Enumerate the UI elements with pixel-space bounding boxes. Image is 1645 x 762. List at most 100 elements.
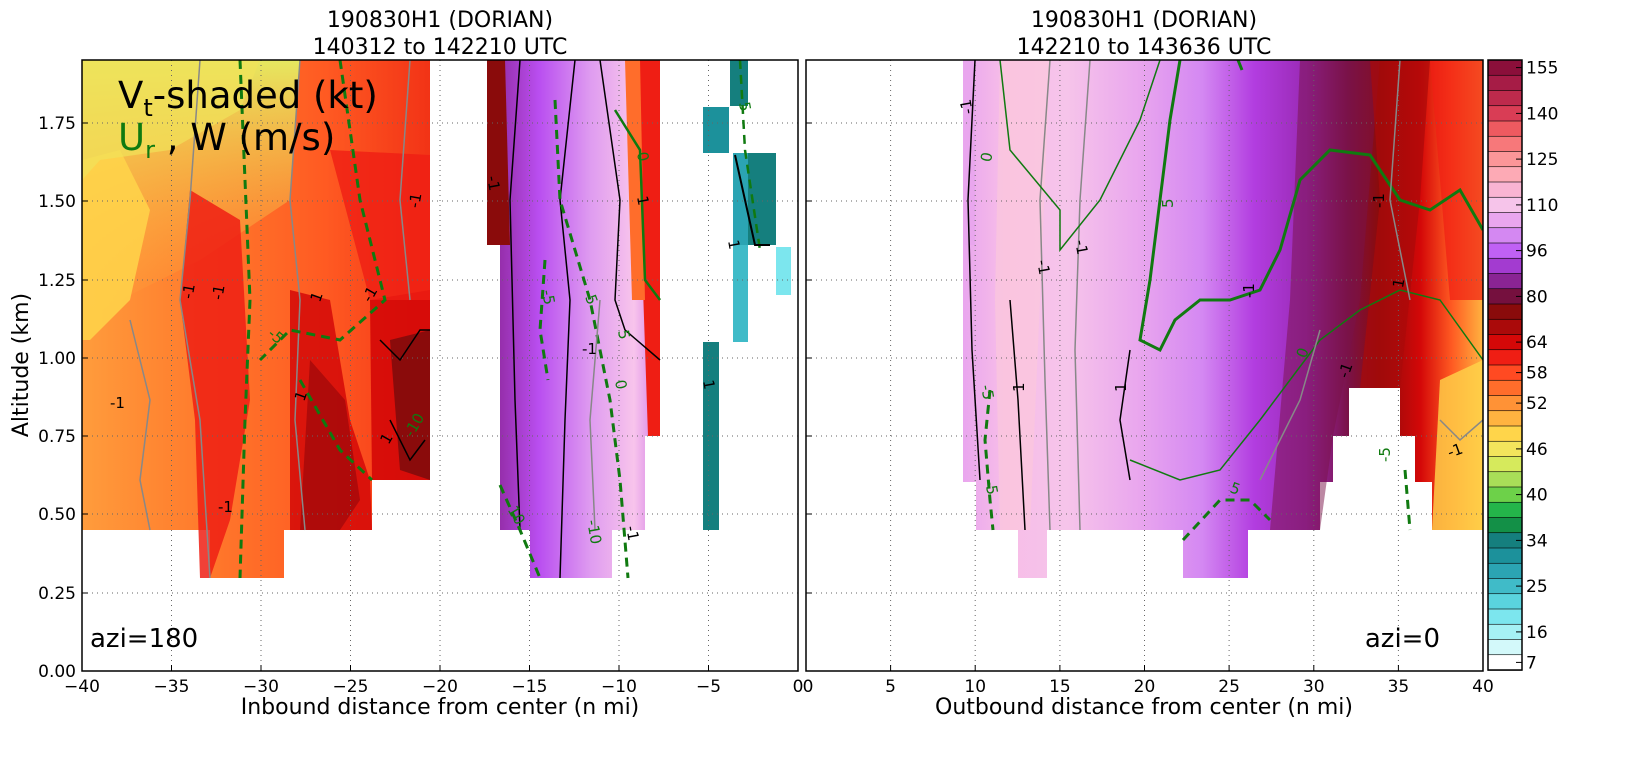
- left-azi-annotation: azi=180: [90, 624, 198, 654]
- colorbar: 155 140 125 110 96 80 64 58 52 46 40 34 25 16 7: [1487, 59, 1558, 673]
- colorbar-swatch: [1487, 456, 1523, 473]
- colorbar-swatch: [1487, 517, 1523, 534]
- colorbar-label: 25: [1526, 577, 1548, 597]
- svg-text:Vt-shaded (kt): Vt-shaded (kt): [118, 74, 378, 122]
- colorbar-swatch: [1487, 318, 1523, 336]
- xtick-label: 25: [1218, 677, 1240, 697]
- contour-label: 0: [977, 151, 996, 164]
- ytick-label: 0.50: [38, 505, 76, 525]
- colorbar-swatch: [1487, 135, 1523, 153]
- contour-label: 5: [1159, 198, 1177, 208]
- right-shading: [963, 60, 1483, 578]
- colorbar-swatch: [1487, 593, 1523, 610]
- y-axis-label: Altitude (km): [9, 293, 34, 437]
- colorbar-swatch: [1487, 410, 1523, 427]
- colorbar-swatch: [1487, 90, 1523, 107]
- colorbar-label: 58: [1526, 364, 1548, 384]
- xtick-label: 10: [964, 677, 986, 697]
- xtick-label: −25: [333, 677, 369, 697]
- contour-label: -1: [218, 498, 233, 516]
- contour-label: -1: [957, 98, 977, 116]
- contour-label: -1: [110, 394, 125, 412]
- colorbar-label: 7: [1526, 653, 1537, 673]
- contour-label: -1: [178, 282, 198, 300]
- left-title-line1: 190830H1 (DORIAN): [327, 8, 553, 33]
- colorbar-labels: 155 140 125 110 96 80 64 58 52 46 40 34 25 16 7: [1516, 59, 1558, 673]
- colorbar-swatch: [1487, 74, 1523, 92]
- colorbar-swatch: [1487, 303, 1523, 320]
- colorbar-swatch: [1487, 120, 1523, 137]
- contour-label: 1: [633, 194, 652, 207]
- xtick-label: 30: [1303, 677, 1325, 697]
- legend-vt-main: V: [118, 74, 143, 117]
- colorbar-swatch: [1487, 227, 1523, 244]
- right-x-axis-label: Outbound distance from center (n mi): [935, 695, 1353, 720]
- xtick-label: −5: [696, 677, 721, 697]
- right-contours: [967, 60, 1483, 542]
- ytick-label: 1.50: [38, 192, 76, 212]
- legend-ur-sub: r: [145, 136, 155, 164]
- xtick-label: 20: [1134, 677, 1156, 697]
- contour-label: -1: [483, 174, 503, 192]
- colorbar-label: 155: [1526, 59, 1558, 79]
- left-x-axis-label: Inbound distance from center (n mi): [241, 695, 640, 720]
- xtick-label: −40: [64, 677, 100, 697]
- colorbar-label: 52: [1526, 394, 1548, 414]
- contour-label: 1: [699, 378, 718, 391]
- contour-label: -1: [1240, 283, 1258, 298]
- right-xtick-labels: 0 5 10 15 20 25 30 35 40: [803, 677, 1494, 697]
- legend-ur-main: U: [118, 116, 145, 159]
- xtick-label: 0: [793, 677, 804, 697]
- contour-label: -1: [582, 340, 597, 358]
- ytick-label: 0.75: [38, 427, 76, 447]
- right-title-line1: 190830H1 (DORIAN): [1031, 8, 1257, 33]
- colorbar-frame: [1487, 59, 1523, 671]
- colorbar-swatch: [1487, 562, 1523, 580]
- colorbar-label: 125: [1526, 150, 1558, 170]
- colorbar-swatch: [1487, 166, 1523, 183]
- xtick-label: −20: [422, 677, 458, 697]
- colorbar-swatch: [1487, 547, 1523, 564]
- colorbar-swatch: [1487, 212, 1523, 229]
- contour-label: 0: [633, 150, 652, 163]
- contour-label: -1: [405, 191, 425, 209]
- ytick-label: 1.25: [38, 271, 76, 291]
- colorbar-swatches: [1487, 59, 1523, 671]
- colorbar-swatch: [1487, 425, 1523, 442]
- colorbar-label: 16: [1526, 623, 1548, 643]
- colorbar-label: 96: [1526, 242, 1548, 262]
- contour-label: 1: [1010, 382, 1028, 392]
- contour-label: 0: [611, 378, 630, 391]
- right-grid: [806, 60, 1483, 671]
- colorbar-swatch: [1487, 181, 1523, 198]
- svg-text:Ur , W (m/s): Ur , W (m/s): [118, 116, 335, 164]
- xtick-label: −35: [154, 677, 190, 697]
- ytick-label: 1.75: [38, 114, 76, 134]
- xtick-label: −10: [601, 677, 637, 697]
- contour-label: -5: [981, 478, 1001, 496]
- contour-label: -1: [1071, 238, 1091, 256]
- xtick-label: 40: [1472, 677, 1494, 697]
- contour-label: 1: [724, 238, 743, 251]
- xtick-label: 5: [885, 677, 896, 697]
- contour-label: 1: [1389, 277, 1408, 290]
- contour-label: 1: [1112, 382, 1130, 392]
- left-panel: 190830H1 (DORIAN) 140312 to 142210 UTC: [9, 8, 803, 720]
- left-grid: [82, 60, 798, 671]
- left-title-line2: 140312 to 142210 UTC: [313, 35, 568, 60]
- contour-label: -1: [1370, 193, 1388, 208]
- colorbar-swatch: [1487, 471, 1523, 488]
- colorbar-label: 80: [1526, 287, 1548, 307]
- colorbar-label: 46: [1526, 440, 1548, 460]
- right-title-line2: 142210 to 143636 UTC: [1017, 35, 1272, 60]
- contour-label: 5: [614, 328, 633, 341]
- colorbar-label: 64: [1526, 333, 1548, 353]
- ytick-label: 0.25: [38, 584, 76, 604]
- legend-ur-rest: , W (m/s): [155, 116, 335, 159]
- xtick-label: 35: [1388, 677, 1410, 697]
- legend-vt-sub: t: [143, 94, 152, 122]
- contour-label: -5: [1376, 447, 1394, 462]
- contour-label: -1: [1335, 360, 1357, 380]
- ytick-label: 0.00: [38, 662, 76, 682]
- contour-label: -5: [579, 287, 601, 307]
